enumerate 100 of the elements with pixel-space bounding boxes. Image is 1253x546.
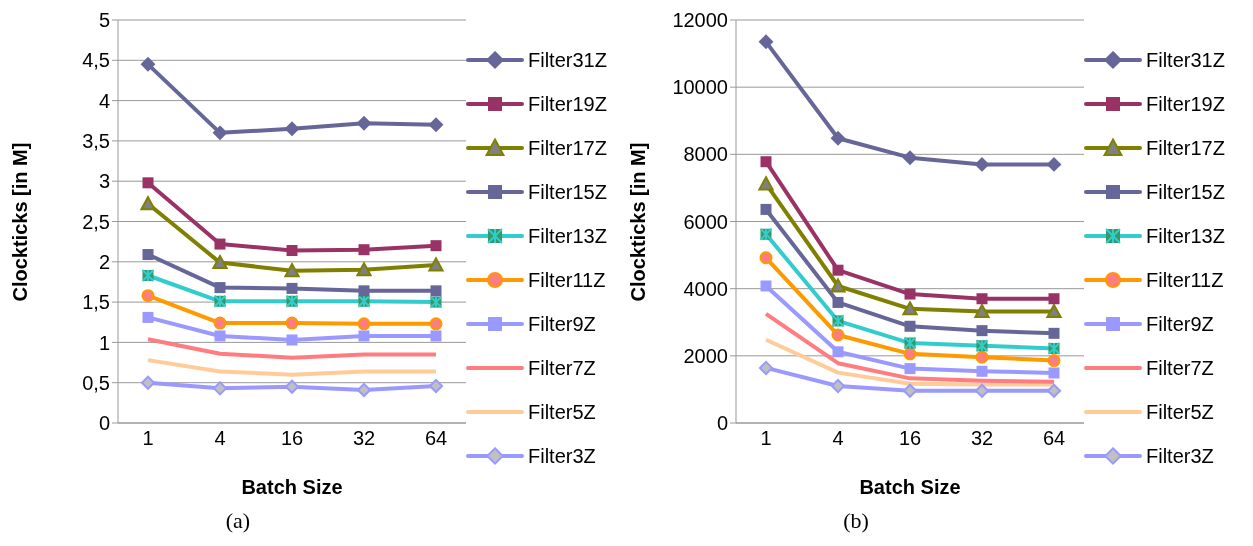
legend-label: Filter9Z [528, 312, 596, 336]
x-tick-label: 16 [280, 427, 304, 450]
x-tick-label: 1 [142, 427, 154, 450]
y-tick-label: 6000 [683, 210, 728, 233]
point [758, 360, 774, 375]
x-axis-title: Batch Size [859, 476, 961, 498]
x-tick-label: 64 [1042, 427, 1066, 450]
x-axis-title: Batch Size [241, 476, 343, 498]
y-tick-label: 5 [98, 9, 110, 32]
point [356, 262, 372, 277]
point [758, 176, 774, 191]
point [975, 350, 989, 364]
point [830, 131, 846, 146]
point [140, 196, 156, 211]
point [430, 285, 442, 297]
point [428, 117, 444, 132]
point [832, 264, 844, 276]
y-tick-label: 0 [716, 412, 728, 435]
y-tick-label: 3,5 [82, 130, 110, 152]
legend-label: Filter31Z [1146, 48, 1225, 72]
point [214, 238, 226, 250]
y-tick-label: 1,5 [82, 291, 110, 314]
x-tick-label: 1 [760, 427, 772, 450]
point [430, 330, 442, 342]
legend-label: Filter13Z [528, 224, 607, 248]
y-tick-label: 2,5 [82, 210, 110, 233]
x-tick-label: 16 [898, 427, 922, 450]
point [286, 282, 298, 294]
y-tick-label: 8000 [683, 143, 728, 166]
point [904, 363, 916, 375]
point [904, 288, 916, 300]
point [832, 346, 844, 358]
y-tick-label: 4000 [683, 277, 728, 300]
point [285, 316, 299, 330]
y-axis-title: Clockticks [in M] [9, 142, 32, 302]
point [1048, 367, 1060, 379]
point [1047, 354, 1061, 368]
point [974, 303, 990, 318]
point [830, 379, 846, 394]
point [976, 325, 988, 337]
legend-label: Filter11Z [1146, 268, 1224, 292]
x-tick-label: 4 [214, 427, 226, 450]
point [758, 34, 774, 49]
point [1048, 293, 1060, 305]
point [976, 365, 988, 377]
point [429, 317, 443, 331]
point [284, 263, 300, 278]
point [830, 278, 846, 293]
y-axis-title: Clockticks [in M] [627, 142, 650, 302]
point [1046, 157, 1062, 172]
legend-label: Filter5Z [1146, 400, 1214, 424]
point [214, 282, 226, 294]
y-tick-label: 2 [98, 250, 110, 273]
point [142, 177, 154, 189]
legend-label: Filter11Z [528, 268, 606, 292]
point [284, 379, 300, 394]
y-tick-label: 3 [98, 170, 110, 193]
legend-label: Filter13Z [1146, 224, 1225, 248]
point [976, 293, 988, 305]
point [212, 125, 228, 140]
point [356, 116, 372, 131]
y-tick-label: 0 [98, 412, 110, 435]
line-series [146, 337, 438, 360]
legend-label: Filter7Z [1146, 356, 1214, 380]
y-tick-label: 4 [98, 89, 110, 112]
legend-label: Filter19Z [1146, 92, 1225, 116]
point [903, 347, 917, 361]
x-tick-label: 64 [424, 427, 448, 450]
y-tick-label: 4,5 [82, 49, 110, 72]
y-tick-label: 12000 [672, 9, 728, 32]
legend-label: Filter17Z [1146, 136, 1225, 160]
legend-label: Filter15Z [528, 180, 607, 204]
point [358, 285, 370, 297]
point [760, 156, 772, 168]
legend-label: Filter3Z [528, 444, 596, 468]
point [1046, 303, 1062, 318]
point [358, 330, 370, 342]
legend-label: Filter7Z [528, 356, 596, 380]
point [974, 157, 990, 172]
y-tick-label: 10000 [672, 76, 728, 99]
point [141, 289, 155, 303]
point [902, 383, 918, 398]
point [357, 317, 371, 331]
legend-label: Filter31Z [528, 48, 607, 72]
point [902, 301, 918, 316]
point [142, 249, 154, 261]
point [286, 334, 298, 346]
point [142, 311, 154, 323]
legend-label: Filter17Z [528, 136, 607, 160]
point [356, 382, 372, 397]
legend-label: Filter3Z [1146, 444, 1214, 468]
point [140, 375, 156, 390]
legend-label: Filter5Z [528, 400, 596, 424]
point [832, 296, 844, 308]
point [1048, 327, 1060, 339]
point [428, 378, 444, 393]
point [284, 121, 300, 136]
x-tick-label: 32 [970, 427, 994, 450]
point [974, 383, 990, 398]
x-tick-label: 4 [832, 427, 844, 450]
